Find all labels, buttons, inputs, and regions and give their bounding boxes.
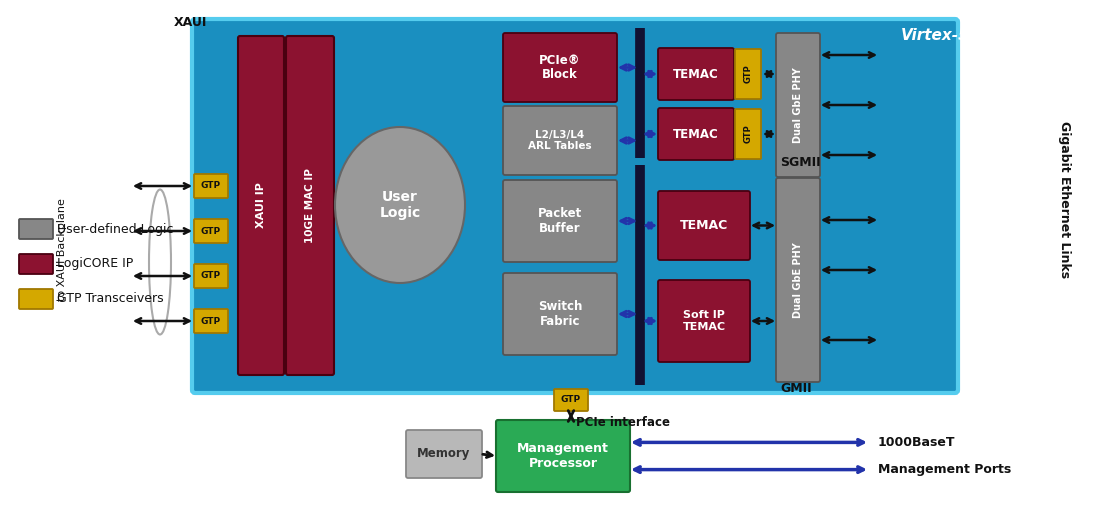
FancyBboxPatch shape bbox=[658, 280, 750, 362]
Text: XAUI IP: XAUI IP bbox=[256, 183, 266, 229]
FancyBboxPatch shape bbox=[658, 108, 734, 160]
Ellipse shape bbox=[335, 127, 465, 283]
Ellipse shape bbox=[419, 186, 459, 224]
FancyBboxPatch shape bbox=[504, 180, 617, 262]
Text: L2/L3/L4
ARL Tables: L2/L3/L4 ARL Tables bbox=[528, 130, 592, 151]
Text: GMII: GMII bbox=[780, 381, 812, 395]
Text: Dual GbE PHY: Dual GbE PHY bbox=[793, 67, 803, 143]
Text: GTP: GTP bbox=[201, 182, 221, 190]
Text: SGMII: SGMII bbox=[780, 155, 821, 169]
FancyBboxPatch shape bbox=[496, 420, 631, 492]
Text: GTP: GTP bbox=[201, 316, 221, 326]
Ellipse shape bbox=[341, 186, 381, 224]
Ellipse shape bbox=[372, 223, 428, 263]
FancyBboxPatch shape bbox=[504, 33, 617, 102]
Text: 10GE MAC IP: 10GE MAC IP bbox=[305, 168, 315, 243]
Text: User-defined Logic: User-defined Logic bbox=[57, 222, 174, 235]
Ellipse shape bbox=[352, 216, 402, 254]
FancyBboxPatch shape bbox=[192, 19, 958, 393]
Ellipse shape bbox=[348, 156, 398, 194]
FancyBboxPatch shape bbox=[776, 33, 820, 177]
Text: TEMAC: TEMAC bbox=[673, 68, 719, 80]
Text: Virtex-5: Virtex-5 bbox=[900, 27, 969, 42]
FancyBboxPatch shape bbox=[735, 109, 761, 159]
Text: GTP: GTP bbox=[201, 227, 221, 235]
FancyBboxPatch shape bbox=[735, 49, 761, 99]
Ellipse shape bbox=[402, 156, 452, 194]
Text: Soft IP
TEMAC: Soft IP TEMAC bbox=[683, 310, 725, 332]
FancyBboxPatch shape bbox=[238, 36, 284, 375]
Text: Memory: Memory bbox=[418, 447, 471, 460]
FancyBboxPatch shape bbox=[658, 48, 734, 100]
FancyBboxPatch shape bbox=[194, 309, 228, 333]
Ellipse shape bbox=[398, 216, 448, 254]
Text: XAUI: XAUI bbox=[174, 15, 207, 28]
FancyBboxPatch shape bbox=[504, 273, 617, 355]
FancyBboxPatch shape bbox=[776, 178, 820, 382]
Text: User
Logic: User Logic bbox=[380, 190, 421, 220]
Text: Management Ports: Management Ports bbox=[878, 463, 1012, 476]
FancyBboxPatch shape bbox=[194, 219, 228, 243]
Text: Gigabit Ethernet Links: Gigabit Ethernet Links bbox=[1058, 121, 1072, 279]
FancyBboxPatch shape bbox=[405, 430, 482, 478]
FancyBboxPatch shape bbox=[19, 289, 53, 309]
FancyBboxPatch shape bbox=[504, 106, 617, 175]
Text: GTP: GTP bbox=[743, 125, 752, 143]
FancyBboxPatch shape bbox=[194, 174, 228, 198]
Text: GTP: GTP bbox=[561, 395, 582, 405]
FancyBboxPatch shape bbox=[19, 219, 53, 239]
FancyBboxPatch shape bbox=[286, 36, 334, 375]
FancyBboxPatch shape bbox=[658, 191, 750, 260]
FancyBboxPatch shape bbox=[554, 389, 588, 411]
Text: LogiCORE IP: LogiCORE IP bbox=[57, 257, 134, 270]
Text: GTP: GTP bbox=[743, 64, 752, 84]
FancyBboxPatch shape bbox=[194, 264, 228, 288]
Text: PCIe interface: PCIe interface bbox=[576, 415, 670, 428]
Text: Dual GbE PHY: Dual GbE PHY bbox=[793, 242, 803, 318]
Text: Management
Processor: Management Processor bbox=[517, 442, 609, 470]
Text: to XAUI Backplane: to XAUI Backplane bbox=[57, 199, 67, 301]
Text: TEMAC: TEMAC bbox=[673, 127, 719, 140]
Text: GTP Transceivers: GTP Transceivers bbox=[57, 293, 164, 305]
Text: PCIe®
Block: PCIe® Block bbox=[539, 54, 580, 82]
Text: Packet
Buffer: Packet Buffer bbox=[538, 207, 583, 235]
Text: 1000BaseT: 1000BaseT bbox=[878, 436, 956, 449]
Text: TEMAC: TEMAC bbox=[680, 219, 729, 232]
Text: GTP: GTP bbox=[201, 271, 221, 281]
Ellipse shape bbox=[372, 147, 428, 187]
Text: Switch
Fabric: Switch Fabric bbox=[538, 300, 583, 328]
FancyBboxPatch shape bbox=[19, 254, 53, 274]
